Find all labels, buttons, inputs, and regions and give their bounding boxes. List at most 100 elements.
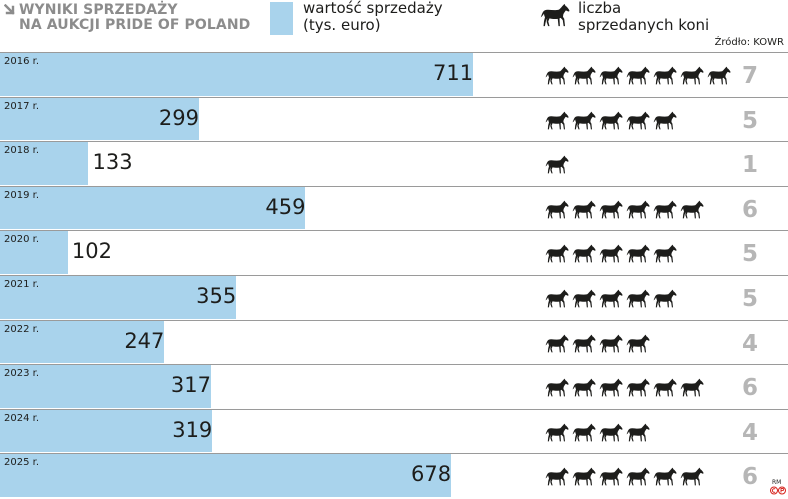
bar-value-label: 247 — [124, 328, 165, 353]
horse-icon — [545, 200, 569, 219]
horse-icon — [626, 334, 650, 352]
bar-value-label: 317 — [170, 373, 211, 398]
horse-icon — [599, 378, 623, 397]
chart-title-line-1: WYNIKI SPRZEDAŻY — [19, 2, 178, 18]
legend-value-line-2: (tys. euro) — [303, 16, 381, 34]
horse-icon — [572, 289, 596, 308]
chart-row: 2021 r. 355 5 — [0, 275, 788, 320]
horse-icon — [599, 467, 623, 486]
value-bar — [0, 365, 211, 408]
horse-count-label: 6 — [741, 375, 758, 402]
chart-row: 2024 r. 319 4 — [0, 408, 788, 454]
row-divider — [0, 275, 788, 276]
row-divider — [0, 141, 788, 143]
horse-icon — [545, 334, 569, 352]
chart-row: 2023 r. 317 6 — [0, 364, 788, 409]
horse-icon — [653, 467, 677, 486]
horse-icon — [545, 244, 569, 263]
year-label: 2017 r. — [4, 100, 39, 112]
horse-icon — [626, 423, 650, 442]
horse-icon — [680, 467, 704, 486]
bar-value-label: 133 — [92, 150, 133, 175]
chart-row: 2017 r. 299 5 — [0, 96, 788, 142]
horse-count-label: 6 — [741, 196, 758, 223]
horse-icon — [540, 3, 570, 27]
horse-icon — [653, 66, 677, 85]
value-bar — [0, 320, 165, 364]
horse-icon — [545, 155, 569, 174]
credit-initials: RM — [772, 479, 782, 486]
horse-icon — [626, 200, 650, 219]
bar-value-label: 355 — [196, 284, 237, 308]
year-label: 2019 r. — [4, 189, 39, 201]
horse-icon — [653, 244, 677, 263]
horse-icon — [572, 423, 596, 442]
horse-icon — [545, 289, 569, 308]
arrow-down-right-icon — [4, 4, 15, 15]
value-bar — [0, 97, 199, 141]
value-bar — [0, 276, 237, 319]
legend-label-value: wartość sprzedaży (tys. euro) — [303, 0, 443, 34]
legend-count-line-1: liczba — [578, 0, 622, 17]
horse-icon — [626, 289, 650, 308]
horse-icon — [653, 111, 677, 129]
horse-icon — [653, 200, 677, 219]
horse-icon — [545, 66, 569, 85]
year-label: 2016 r. — [4, 56, 39, 67]
horse-count-label: 4 — [741, 330, 758, 357]
row-divider — [0, 230, 788, 232]
horse-icon — [599, 200, 623, 219]
chart-row: 2022 r. 247 4 — [0, 319, 788, 365]
row-divider — [0, 185, 788, 187]
bar-value-label: 678 — [411, 462, 452, 487]
year-label: 2018 r. — [4, 145, 39, 157]
year-label: 2025 r. — [4, 457, 39, 469]
horse-icon — [599, 334, 623, 352]
horse-icon — [707, 66, 731, 85]
row-divider — [0, 364, 788, 366]
bar-value-label: 319 — [172, 417, 213, 442]
horse-icon — [599, 244, 623, 263]
bar-value-label: 102 — [71, 239, 112, 264]
chart-row: 2016 r. 711 7 — [0, 52, 788, 97]
year-label: 2020 r. — [4, 234, 39, 246]
horse-icon — [572, 334, 596, 352]
year-label: 2022 r. — [4, 323, 39, 335]
horse-count-label: 7 — [741, 63, 758, 89]
bar-value-label: 711 — [433, 61, 474, 85]
chart-title-line-2: NA AUKCJI PRIDE OF POLAND — [19, 17, 251, 33]
horse-icon — [680, 200, 704, 219]
legend-swatch-value — [270, 2, 293, 35]
horse-icon — [545, 423, 569, 442]
value-bar — [0, 142, 89, 185]
value-bar — [0, 231, 68, 274]
legend-value-line-1: wartość sprzedaży — [303, 0, 443, 17]
horse-count-label: 5 — [741, 241, 758, 268]
horse-count-label: 5 — [741, 107, 758, 134]
horse-icon — [653, 378, 677, 397]
year-label: 2021 r. — [4, 279, 39, 290]
horse-icon — [626, 467, 650, 486]
horse-icon — [545, 378, 569, 397]
horse-icon — [572, 111, 596, 129]
chart-row: 2025 r. 678 6 — [0, 453, 788, 498]
value-bar — [0, 409, 213, 453]
horse-count-label: 6 — [741, 464, 758, 491]
row-divider — [0, 319, 788, 321]
horse-icon — [572, 66, 596, 85]
horse-icon — [545, 111, 569, 129]
row-divider — [0, 52, 788, 53]
horse-icon — [599, 66, 623, 85]
chart-row: 2019 r. 459 6 — [0, 185, 788, 231]
horse-count-label: 5 — [741, 286, 758, 312]
horse-icon — [626, 111, 650, 129]
year-label: 2024 r. — [4, 412, 39, 424]
chart-row: 2018 r. 133 1 — [0, 141, 788, 186]
horse-icon — [626, 244, 650, 263]
bar-chart: 2016 r. 711 7 2017 r. 299 5 2018 r. 133 1 2019 r.… — [0, 52, 788, 499]
horse-icon — [599, 111, 623, 129]
horse-count-label: 4 — [741, 419, 758, 446]
horse-icon — [653, 289, 677, 308]
legend-label-count: liczba sprzedanych koni — [578, 0, 709, 34]
row-divider — [0, 96, 788, 98]
